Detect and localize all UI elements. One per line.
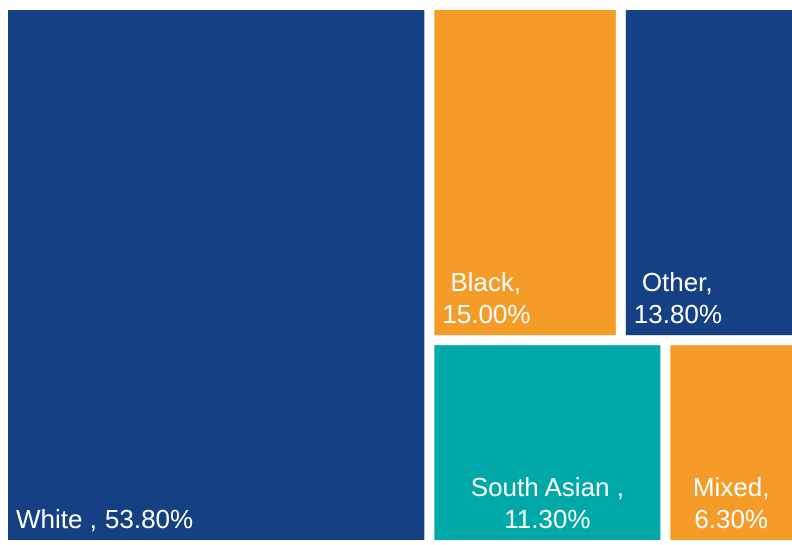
tile (434, 10, 616, 336)
tile (625, 10, 792, 336)
value-label: 53.80% (105, 504, 193, 534)
tile-label: Other, 13.80% (634, 267, 722, 329)
category-label: Other, (642, 267, 713, 297)
tile-label: White , 53.80% (16, 504, 193, 534)
category-label: White , (16, 504, 97, 534)
value-label: 6.30% (694, 504, 768, 534)
value-label: 11.30% (504, 504, 590, 534)
tile (670, 345, 792, 540)
category-label: South Asian , (471, 472, 624, 502)
tile-label: South Asian , 11.30% (471, 472, 624, 534)
category-label: Mixed, (693, 472, 770, 502)
tile (434, 345, 661, 540)
value-label: 15.00% (442, 299, 530, 329)
tile-label: Mixed, 6.30% (693, 472, 770, 534)
tile-label: Black, 15.00% (442, 267, 530, 329)
tile (8, 10, 425, 540)
category-label: Black, (450, 267, 521, 297)
value-label: 13.80% (634, 299, 722, 329)
